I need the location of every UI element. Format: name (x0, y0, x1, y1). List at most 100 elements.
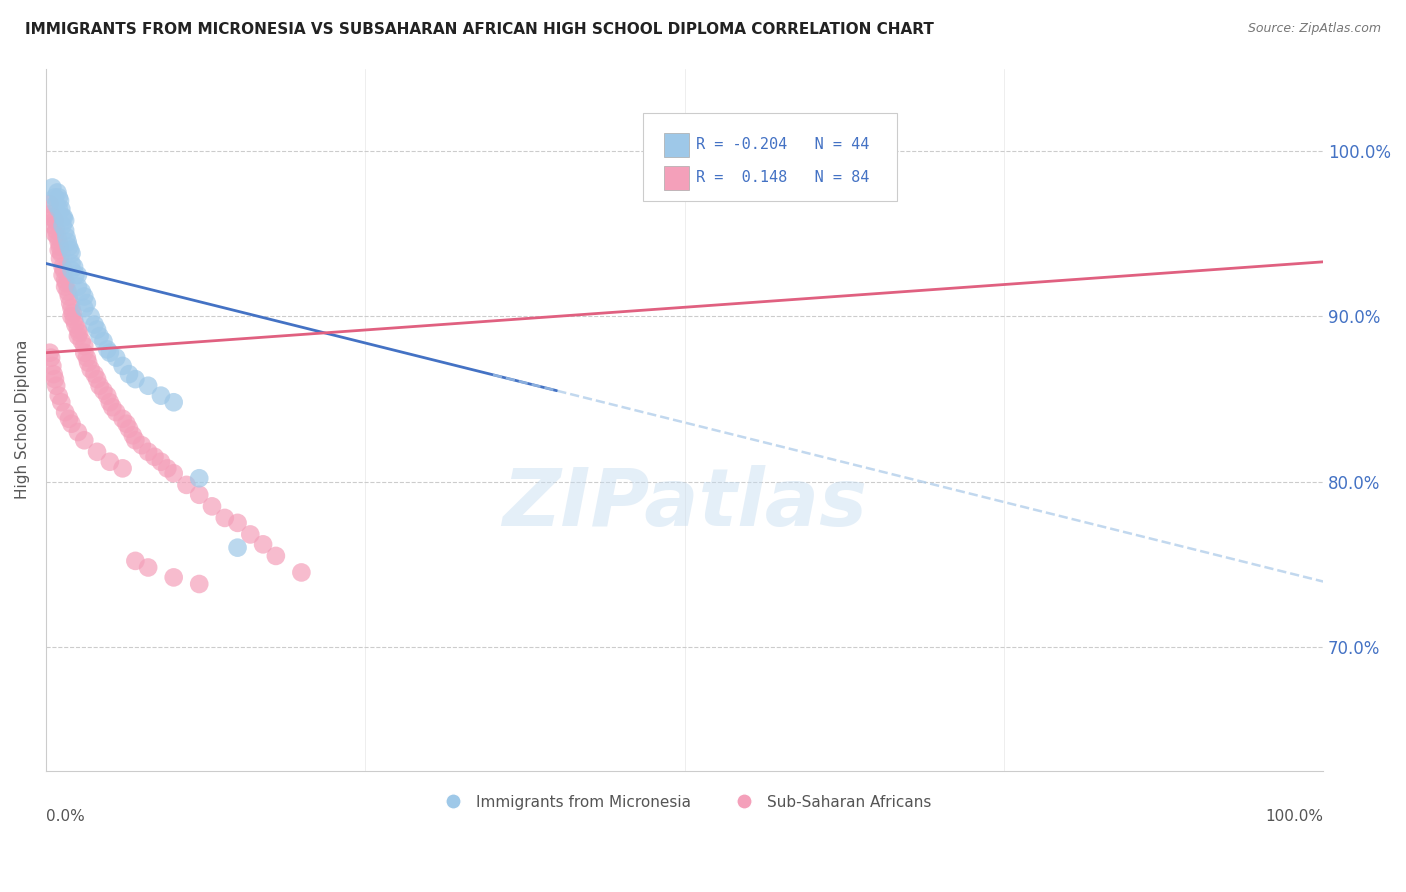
Point (51, 395, 73, 409)
Point (42, 219, 65, 233)
Point (58, 289, 80, 303)
Text: R = -0.204   N = 44: R = -0.204 N = 44 (696, 137, 869, 153)
Point (105, 405, 128, 419)
Point (118, 422, 141, 436)
Point (105, 351, 128, 365)
Point (38, 345, 60, 359)
Point (60, 263, 83, 277)
Point (58, 240, 80, 254)
Point (98, 395, 121, 409)
Point (65, 318, 87, 332)
Point (73, 345, 96, 359)
Point (149, 455, 172, 469)
Point (48, 235, 70, 249)
Point (65, 268, 87, 282)
Point (55, 277, 77, 291)
Point (52, 219, 75, 233)
Point (48, 202, 70, 216)
Point (226, 516, 249, 530)
Point (48, 190, 70, 204)
Point (101, 401, 124, 415)
Point (66, 322, 89, 336)
Point (111, 411, 134, 425)
Point (86, 445, 108, 459)
Point (53, 273, 76, 287)
Point (41, 180, 63, 194)
Point (45, 378, 67, 392)
Point (143, 450, 166, 464)
Point (66, 279, 89, 293)
Point (45, 197, 67, 211)
Point (51, 202, 73, 216)
Point (42, 367, 65, 381)
Point (63, 260, 86, 274)
Point (86, 322, 108, 336)
Point (55, 230, 77, 244)
Point (56, 235, 79, 249)
Point (59, 296, 82, 310)
Point (93, 334, 115, 348)
Point (98, 345, 121, 359)
Point (124, 554, 146, 568)
Point (66, 268, 89, 282)
Point (60, 301, 83, 315)
Point (83, 367, 105, 381)
Point (163, 467, 186, 481)
Point (48, 389, 70, 403)
Point (63, 312, 86, 326)
Point (96, 343, 118, 357)
Point (98, 455, 121, 469)
Point (264, 549, 287, 563)
Point (60, 417, 83, 431)
Point (73, 289, 96, 303)
Point (60, 246, 83, 260)
Point (188, 577, 211, 591)
Point (45, 223, 67, 237)
Point (39, 207, 62, 221)
Point (176, 478, 198, 492)
Text: ZIPatlas: ZIPatlas (502, 465, 868, 543)
Point (59, 244, 82, 258)
Text: R =  0.148   N = 84: R = 0.148 N = 84 (696, 170, 869, 186)
Point (53, 405, 76, 419)
Point (121, 428, 143, 442)
Point (136, 378, 159, 392)
Point (52, 260, 75, 274)
Point (290, 566, 312, 580)
Point (38, 197, 60, 211)
Point (52, 211, 75, 225)
Point (67, 326, 90, 340)
Text: Source: ZipAtlas.com: Source: ZipAtlas.com (1247, 22, 1381, 36)
Point (44, 372, 66, 386)
Point (136, 560, 159, 574)
Point (124, 434, 146, 448)
Text: IMMIGRANTS FROM MICRONESIA VS SUBSAHARAN AFRICAN HIGH SCHOOL DIPLOMA CORRELATION: IMMIGRANTS FROM MICRONESIA VS SUBSAHARAN… (25, 22, 934, 37)
Point (39, 351, 62, 365)
Text: 100.0%: 100.0% (1265, 809, 1323, 824)
Point (49, 194, 72, 208)
Point (201, 500, 224, 514)
Point (111, 461, 134, 475)
Point (52, 211, 75, 225)
Point (86, 372, 108, 386)
Point (93, 384, 115, 398)
Point (53, 279, 76, 293)
Point (136, 445, 159, 459)
Point (56, 285, 79, 299)
Point (79, 310, 101, 324)
Point (51, 246, 73, 260)
Point (41, 359, 63, 373)
Point (58, 411, 80, 425)
Point (214, 511, 236, 525)
Point (70, 285, 93, 299)
Point (44, 213, 66, 227)
Point (77, 356, 100, 370)
Point (66, 425, 89, 439)
Point (226, 541, 249, 555)
Point (62, 306, 84, 320)
Point (52, 263, 75, 277)
Point (53, 213, 76, 227)
Point (156, 461, 179, 475)
Legend: Immigrants from Micronesia, Sub-Saharan Africans: Immigrants from Micronesia, Sub-Saharan … (432, 789, 938, 815)
Point (163, 570, 186, 584)
